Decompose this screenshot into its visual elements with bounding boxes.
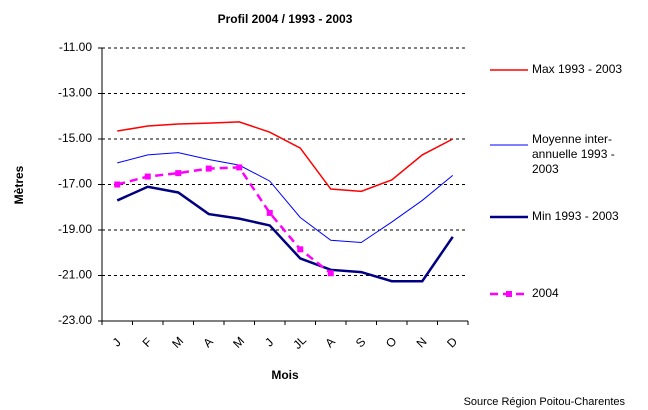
x-tick-label: J <box>110 335 124 349</box>
series-line <box>117 121 454 193</box>
legend-label: Moyenne inter-annuelle 1993 - 2003 <box>532 132 615 176</box>
legend-label: Min 1993 - 2003 <box>532 209 619 223</box>
y-tick-label: -19.00 <box>58 222 92 236</box>
legend-marker <box>506 291 512 297</box>
y-axis-title: Mètres <box>12 165 26 204</box>
point <box>297 246 304 253</box>
y-tick-label: -23.00 <box>58 313 92 327</box>
series-line <box>116 166 332 275</box>
point <box>236 164 243 171</box>
point <box>327 270 334 277</box>
x-tick-label: F <box>140 335 155 350</box>
x-tick-label: M <box>169 334 186 351</box>
x-tick-label: A <box>322 335 338 351</box>
x-tick-label: O <box>383 334 400 351</box>
x-tick-label: M <box>230 334 247 351</box>
legend-label: 2004 <box>532 286 559 300</box>
x-tick-label: D <box>444 334 460 350</box>
x-tick-label: JL <box>290 333 309 352</box>
x-tick-label: J <box>262 335 276 349</box>
point <box>114 181 121 188</box>
point <box>205 165 212 172</box>
x-tick-label: N <box>414 334 430 350</box>
point <box>175 170 182 177</box>
point <box>144 173 151 180</box>
chart-title: Profil 2004 / 1993 - 2003 <box>218 12 353 26</box>
x-axis-title: Mois <box>271 368 299 382</box>
x-tick-label: A <box>200 335 216 351</box>
series-line <box>117 152 454 244</box>
x-tick-label: S <box>353 335 369 351</box>
series-line <box>116 185 454 283</box>
legend-label: Max 1993 - 2003 <box>532 62 623 76</box>
y-tick-label: -11.00 <box>59 40 92 54</box>
y-tick-label: -13.00 <box>58 86 92 100</box>
y-tick-label: -17.00 <box>58 177 92 191</box>
y-tick-label: -15.00 <box>58 131 92 145</box>
source: Source Région Poitou-Charentes <box>464 396 626 408</box>
point <box>266 209 273 216</box>
y-tick-label: -21.00 <box>58 268 92 282</box>
